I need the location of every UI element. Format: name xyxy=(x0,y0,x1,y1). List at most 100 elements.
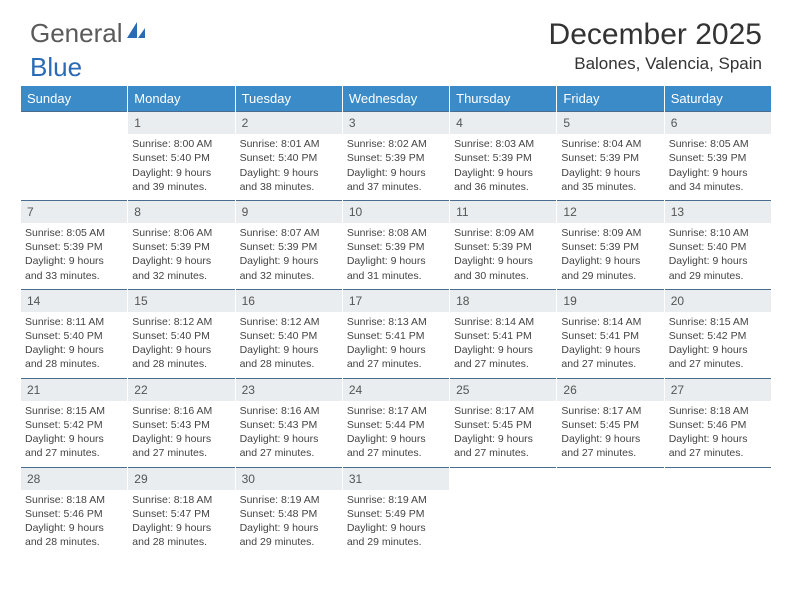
day-number: 9 xyxy=(236,200,342,223)
day-content: Sunrise: 8:03 AMSunset: 5:39 PMDaylight:… xyxy=(450,134,556,200)
day-number: 13 xyxy=(665,200,771,223)
day-cell-17: 17Sunrise: 8:13 AMSunset: 5:41 PMDayligh… xyxy=(343,289,450,378)
day-cell-27: 27Sunrise: 8:18 AMSunset: 5:46 PMDayligh… xyxy=(665,378,771,467)
day-cell-6: 6Sunrise: 8:05 AMSunset: 5:39 PMDaylight… xyxy=(665,111,771,200)
day-number: 22 xyxy=(128,378,234,401)
day-number: 7 xyxy=(21,200,127,223)
day-content: Sunrise: 8:17 AMSunset: 5:44 PMDaylight:… xyxy=(343,401,449,467)
day-number: 2 xyxy=(236,111,342,134)
day-cell-9: 9Sunrise: 8:07 AMSunset: 5:39 PMDaylight… xyxy=(236,200,343,289)
day-cell-18: 18Sunrise: 8:14 AMSunset: 5:41 PMDayligh… xyxy=(450,289,557,378)
day-content: Sunrise: 8:11 AMSunset: 5:40 PMDaylight:… xyxy=(21,312,127,378)
day-content: Sunrise: 8:10 AMSunset: 5:40 PMDaylight:… xyxy=(665,223,771,289)
day-number: 31 xyxy=(343,467,449,490)
title-block: December 2025 Balones, Valencia, Spain xyxy=(549,18,762,74)
day-cell-26: 26Sunrise: 8:17 AMSunset: 5:45 PMDayligh… xyxy=(557,378,664,467)
weekday-header-tuesday: Tuesday xyxy=(236,86,343,111)
day-content: Sunrise: 8:14 AMSunset: 5:41 PMDaylight:… xyxy=(450,312,556,378)
day-number xyxy=(665,467,771,490)
day-cell-11: 11Sunrise: 8:09 AMSunset: 5:39 PMDayligh… xyxy=(450,200,557,289)
day-content: Sunrise: 8:08 AMSunset: 5:39 PMDaylight:… xyxy=(343,223,449,289)
day-number: 26 xyxy=(557,378,663,401)
day-number: 14 xyxy=(21,289,127,312)
week-row: 14Sunrise: 8:11 AMSunset: 5:40 PMDayligh… xyxy=(21,289,771,378)
day-number xyxy=(21,111,127,134)
day-number xyxy=(557,467,663,490)
day-content: Sunrise: 8:00 AMSunset: 5:40 PMDaylight:… xyxy=(128,134,234,200)
day-number: 20 xyxy=(665,289,771,312)
day-content: Sunrise: 8:18 AMSunset: 5:47 PMDaylight:… xyxy=(128,490,234,556)
day-content: Sunrise: 8:19 AMSunset: 5:48 PMDaylight:… xyxy=(236,490,342,556)
day-cell-empty xyxy=(665,467,771,556)
day-content: Sunrise: 8:04 AMSunset: 5:39 PMDaylight:… xyxy=(557,134,663,200)
day-content: Sunrise: 8:17 AMSunset: 5:45 PMDaylight:… xyxy=(557,401,663,467)
day-number: 6 xyxy=(665,111,771,134)
day-content: Sunrise: 8:19 AMSunset: 5:49 PMDaylight:… xyxy=(343,490,449,556)
day-cell-5: 5Sunrise: 8:04 AMSunset: 5:39 PMDaylight… xyxy=(557,111,664,200)
sail-icon xyxy=(125,20,147,47)
day-cell-25: 25Sunrise: 8:17 AMSunset: 5:45 PMDayligh… xyxy=(450,378,557,467)
weekday-header-thursday: Thursday xyxy=(450,86,557,111)
day-cell-3: 3Sunrise: 8:02 AMSunset: 5:39 PMDaylight… xyxy=(343,111,450,200)
logo: General xyxy=(30,18,147,49)
day-cell-12: 12Sunrise: 8:09 AMSunset: 5:39 PMDayligh… xyxy=(557,200,664,289)
day-content: Sunrise: 8:12 AMSunset: 5:40 PMDaylight:… xyxy=(128,312,234,378)
day-content: Sunrise: 8:07 AMSunset: 5:39 PMDaylight:… xyxy=(236,223,342,289)
day-number xyxy=(450,467,556,490)
month-title: December 2025 xyxy=(549,18,762,52)
logo-text-blue: Blue xyxy=(30,52,82,83)
day-number: 1 xyxy=(128,111,234,134)
day-cell-22: 22Sunrise: 8:16 AMSunset: 5:43 PMDayligh… xyxy=(128,378,235,467)
day-cell-13: 13Sunrise: 8:10 AMSunset: 5:40 PMDayligh… xyxy=(665,200,771,289)
day-number: 4 xyxy=(450,111,556,134)
day-number: 5 xyxy=(557,111,663,134)
day-cell-24: 24Sunrise: 8:17 AMSunset: 5:44 PMDayligh… xyxy=(343,378,450,467)
day-number: 19 xyxy=(557,289,663,312)
day-number: 28 xyxy=(21,467,127,490)
weekday-header-saturday: Saturday xyxy=(665,86,771,111)
week-row: 7Sunrise: 8:05 AMSunset: 5:39 PMDaylight… xyxy=(21,200,771,289)
day-content: Sunrise: 8:15 AMSunset: 5:42 PMDaylight:… xyxy=(21,401,127,467)
day-number: 18 xyxy=(450,289,556,312)
logo-text-general: General xyxy=(30,18,123,49)
weeks-container: 1Sunrise: 8:00 AMSunset: 5:40 PMDaylight… xyxy=(21,111,771,555)
day-cell-8: 8Sunrise: 8:06 AMSunset: 5:39 PMDaylight… xyxy=(128,200,235,289)
day-number: 12 xyxy=(557,200,663,223)
day-cell-16: 16Sunrise: 8:12 AMSunset: 5:40 PMDayligh… xyxy=(236,289,343,378)
day-number: 30 xyxy=(236,467,342,490)
day-cell-21: 21Sunrise: 8:15 AMSunset: 5:42 PMDayligh… xyxy=(21,378,128,467)
day-content: Sunrise: 8:18 AMSunset: 5:46 PMDaylight:… xyxy=(21,490,127,556)
weekday-header-row: SundayMondayTuesdayWednesdayThursdayFrid… xyxy=(21,86,771,111)
week-row: 21Sunrise: 8:15 AMSunset: 5:42 PMDayligh… xyxy=(21,378,771,467)
day-number: 21 xyxy=(21,378,127,401)
day-cell-10: 10Sunrise: 8:08 AMSunset: 5:39 PMDayligh… xyxy=(343,200,450,289)
day-content: Sunrise: 8:16 AMSunset: 5:43 PMDaylight:… xyxy=(236,401,342,467)
day-cell-29: 29Sunrise: 8:18 AMSunset: 5:47 PMDayligh… xyxy=(128,467,235,556)
day-cell-31: 31Sunrise: 8:19 AMSunset: 5:49 PMDayligh… xyxy=(343,467,450,556)
day-cell-empty xyxy=(450,467,557,556)
day-cell-19: 19Sunrise: 8:14 AMSunset: 5:41 PMDayligh… xyxy=(557,289,664,378)
day-content: Sunrise: 8:01 AMSunset: 5:40 PMDaylight:… xyxy=(236,134,342,200)
calendar-grid: SundayMondayTuesdayWednesdayThursdayFrid… xyxy=(21,86,771,555)
week-row: 28Sunrise: 8:18 AMSunset: 5:46 PMDayligh… xyxy=(21,467,771,556)
day-cell-7: 7Sunrise: 8:05 AMSunset: 5:39 PMDaylight… xyxy=(21,200,128,289)
day-content: Sunrise: 8:14 AMSunset: 5:41 PMDaylight:… xyxy=(557,312,663,378)
day-content: Sunrise: 8:15 AMSunset: 5:42 PMDaylight:… xyxy=(665,312,771,378)
location-text: Balones, Valencia, Spain xyxy=(549,54,762,74)
day-cell-4: 4Sunrise: 8:03 AMSunset: 5:39 PMDaylight… xyxy=(450,111,557,200)
day-content: Sunrise: 8:17 AMSunset: 5:45 PMDaylight:… xyxy=(450,401,556,467)
weekday-header-wednesday: Wednesday xyxy=(343,86,450,111)
day-number: 11 xyxy=(450,200,556,223)
day-number: 29 xyxy=(128,467,234,490)
day-number: 16 xyxy=(236,289,342,312)
day-content: Sunrise: 8:05 AMSunset: 5:39 PMDaylight:… xyxy=(21,223,127,289)
day-content: Sunrise: 8:06 AMSunset: 5:39 PMDaylight:… xyxy=(128,223,234,289)
day-content: Sunrise: 8:02 AMSunset: 5:39 PMDaylight:… xyxy=(343,134,449,200)
page-header: General December 2025 Balones, Valencia,… xyxy=(0,0,792,82)
day-content: Sunrise: 8:18 AMSunset: 5:46 PMDaylight:… xyxy=(665,401,771,467)
day-cell-empty xyxy=(21,111,128,200)
day-cell-2: 2Sunrise: 8:01 AMSunset: 5:40 PMDaylight… xyxy=(236,111,343,200)
day-content: Sunrise: 8:16 AMSunset: 5:43 PMDaylight:… xyxy=(128,401,234,467)
day-content: Sunrise: 8:09 AMSunset: 5:39 PMDaylight:… xyxy=(557,223,663,289)
day-cell-20: 20Sunrise: 8:15 AMSunset: 5:42 PMDayligh… xyxy=(665,289,771,378)
